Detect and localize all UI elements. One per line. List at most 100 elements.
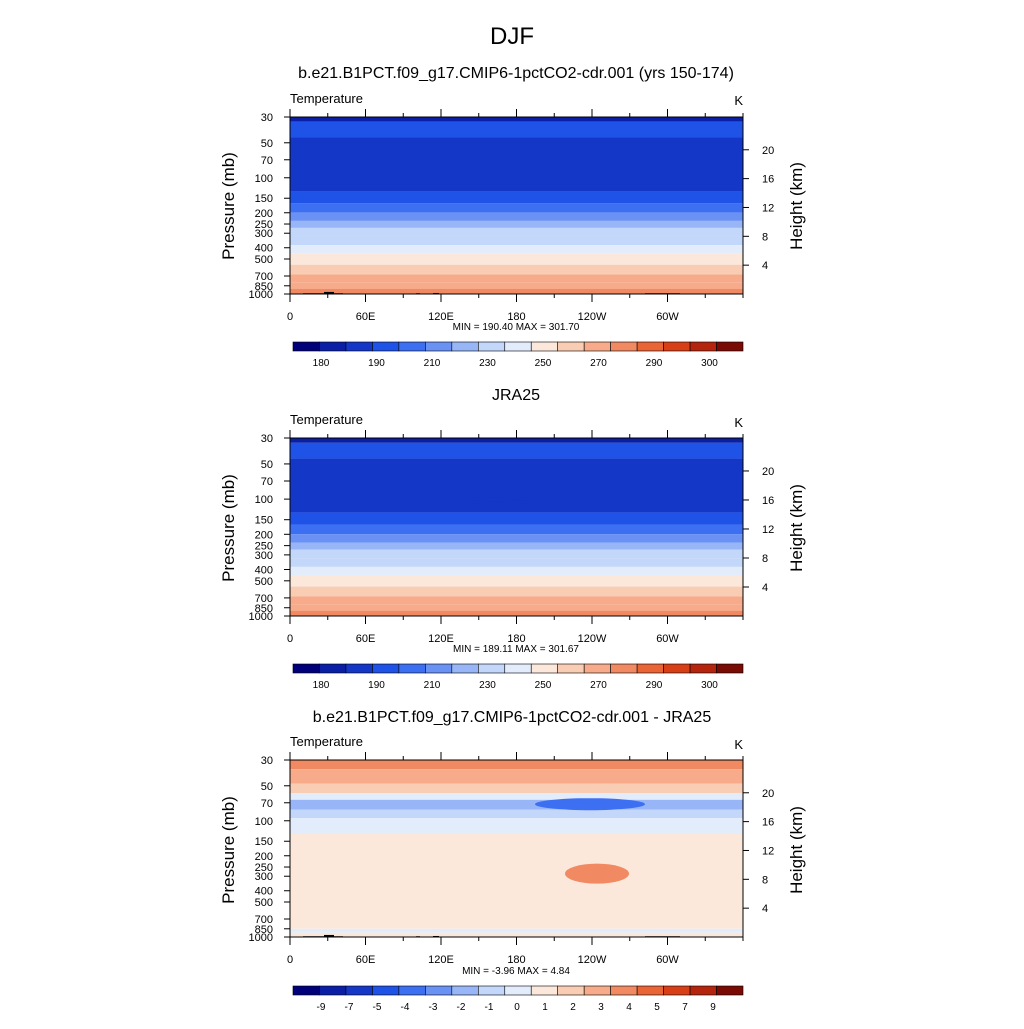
variable-label: Temperature — [290, 91, 363, 106]
colorbar-swatch — [504, 663, 532, 674]
y-right-tick-label: 20 — [762, 788, 774, 800]
contour-band — [290, 575, 743, 587]
colorbar-label: -5 — [373, 1002, 382, 1013]
colorbar-swatch — [319, 663, 347, 674]
panel-2: JRA25 Temperature K Pressure (mb) Height… — [219, 387, 806, 691]
y-axis-label-right: Height (km) — [787, 484, 806, 572]
colorbar-label: 210 — [424, 358, 441, 369]
colorbar-label: 3 — [598, 1002, 604, 1013]
y-axis-label: Pressure (mb) — [219, 152, 238, 260]
y-tick-label: 30 — [261, 755, 273, 767]
y-tick-label: 1000 — [249, 611, 273, 623]
contour-band — [290, 288, 743, 294]
y-tick-label: 200 — [255, 208, 273, 220]
warm-anomaly — [565, 863, 629, 884]
y-tick-label: 70 — [261, 155, 273, 167]
y-tick-label: 70 — [261, 476, 273, 488]
y-right-tick-label: 20 — [762, 145, 774, 157]
colorbar-swatch — [610, 341, 638, 352]
colorbar-swatch — [663, 341, 691, 352]
contour-band — [290, 834, 743, 929]
contour-band — [290, 549, 743, 559]
colorbar-label: -4 — [401, 1002, 410, 1013]
x-tick-label: 60W — [656, 633, 679, 645]
panel-title: b.e21.B1PCT.f09_g17.CMIP6-1pctCO2-cdr.00… — [313, 709, 712, 726]
colorbar-label: 180 — [313, 358, 330, 369]
colorbar-swatch — [689, 663, 717, 674]
y-tick-label: 300 — [255, 550, 273, 562]
colorbar-swatch — [425, 341, 453, 352]
y-tick-label: 100 — [255, 816, 273, 828]
y-tick-label: 100 — [255, 173, 273, 185]
colorbar-swatch — [583, 663, 611, 674]
colorbar-swatch — [689, 985, 717, 996]
y-tick-label: 200 — [255, 851, 273, 863]
colorbar-swatch — [716, 341, 744, 352]
y-tick-label: 500 — [255, 576, 273, 588]
y-right-tick-label: 12 — [762, 524, 774, 536]
y-tick-label: 70 — [261, 798, 273, 810]
colorbar-swatch — [372, 663, 400, 674]
contour-band — [290, 264, 743, 275]
contour-band — [290, 783, 743, 794]
colorbar-swatch — [451, 985, 479, 996]
colorbar-swatch — [398, 985, 426, 996]
y-right-tick-label: 16 — [762, 817, 774, 829]
panel-title: JRA25 — [492, 387, 540, 404]
colorbar-label: 2 — [570, 1002, 576, 1013]
contour-band — [290, 799, 743, 810]
colorbar-swatch — [689, 341, 717, 352]
colorbar-swatch — [530, 985, 559, 996]
y-axis-label: Pressure (mb) — [219, 474, 238, 582]
colorbar-swatch — [292, 341, 320, 352]
contour-band — [290, 809, 743, 819]
y-tick-label: 250 — [255, 219, 273, 231]
contour-band — [290, 524, 743, 535]
y-right-tick-label: 16 — [762, 174, 774, 186]
cold-core — [455, 497, 535, 502]
y-tick-label: 400 — [255, 886, 273, 898]
contour-band — [290, 227, 743, 237]
colorbar-swatch — [372, 341, 400, 352]
contour-band — [290, 512, 743, 525]
colorbar-label: 250 — [535, 358, 552, 369]
colorbar: 180 190 210 230 250 270 290 300 — [292, 341, 744, 369]
colorbar-swatch — [716, 985, 744, 996]
colorbar-swatch — [504, 985, 532, 996]
y-tick-label: 1000 — [249, 289, 273, 301]
contour-band — [290, 253, 743, 265]
contour-band — [290, 586, 743, 597]
colorbar-swatch — [557, 663, 585, 674]
contour-band — [290, 604, 743, 611]
contour-band — [290, 769, 743, 784]
colorbar-swatch — [716, 663, 744, 674]
y-right-tick-label: 8 — [762, 874, 768, 886]
x-tick-label: 120E — [428, 954, 454, 966]
x-tick-label: 0 — [287, 633, 293, 645]
colorbar-swatch — [477, 985, 506, 996]
contour-band — [290, 818, 743, 835]
contour-band — [290, 932, 743, 937]
stats-label: MIN = 189.11 MAX = 301.67 — [453, 644, 579, 655]
colorbar-label: -7 — [345, 1002, 354, 1013]
contour-band — [290, 760, 743, 770]
colorbar-swatch — [319, 341, 347, 352]
x-tick-label: 60E — [356, 954, 376, 966]
y-tick-label: 850 — [255, 924, 273, 936]
panel-title: b.e21.B1PCT.f09_g17.CMIP6-1pctCO2-cdr.00… — [298, 65, 734, 82]
contour-band — [290, 793, 743, 800]
x-tick-label: 60W — [656, 954, 679, 966]
contour-band — [290, 458, 743, 513]
y-right-tick-label: 8 — [762, 231, 768, 243]
y-tick-label: 300 — [255, 871, 273, 883]
y-tick-label: 700 — [255, 593, 273, 605]
colorbar-label: 7 — [682, 1002, 688, 1013]
colorbar-label: 250 — [535, 680, 552, 691]
y-right-tick-label: 4 — [762, 582, 768, 594]
contour-band — [290, 212, 743, 221]
x-tick-label: 180 — [507, 311, 525, 323]
colorbar: 180 190 210 230 250 270 290 300 — [292, 663, 744, 691]
y-right-tick-label: 12 — [762, 202, 774, 214]
